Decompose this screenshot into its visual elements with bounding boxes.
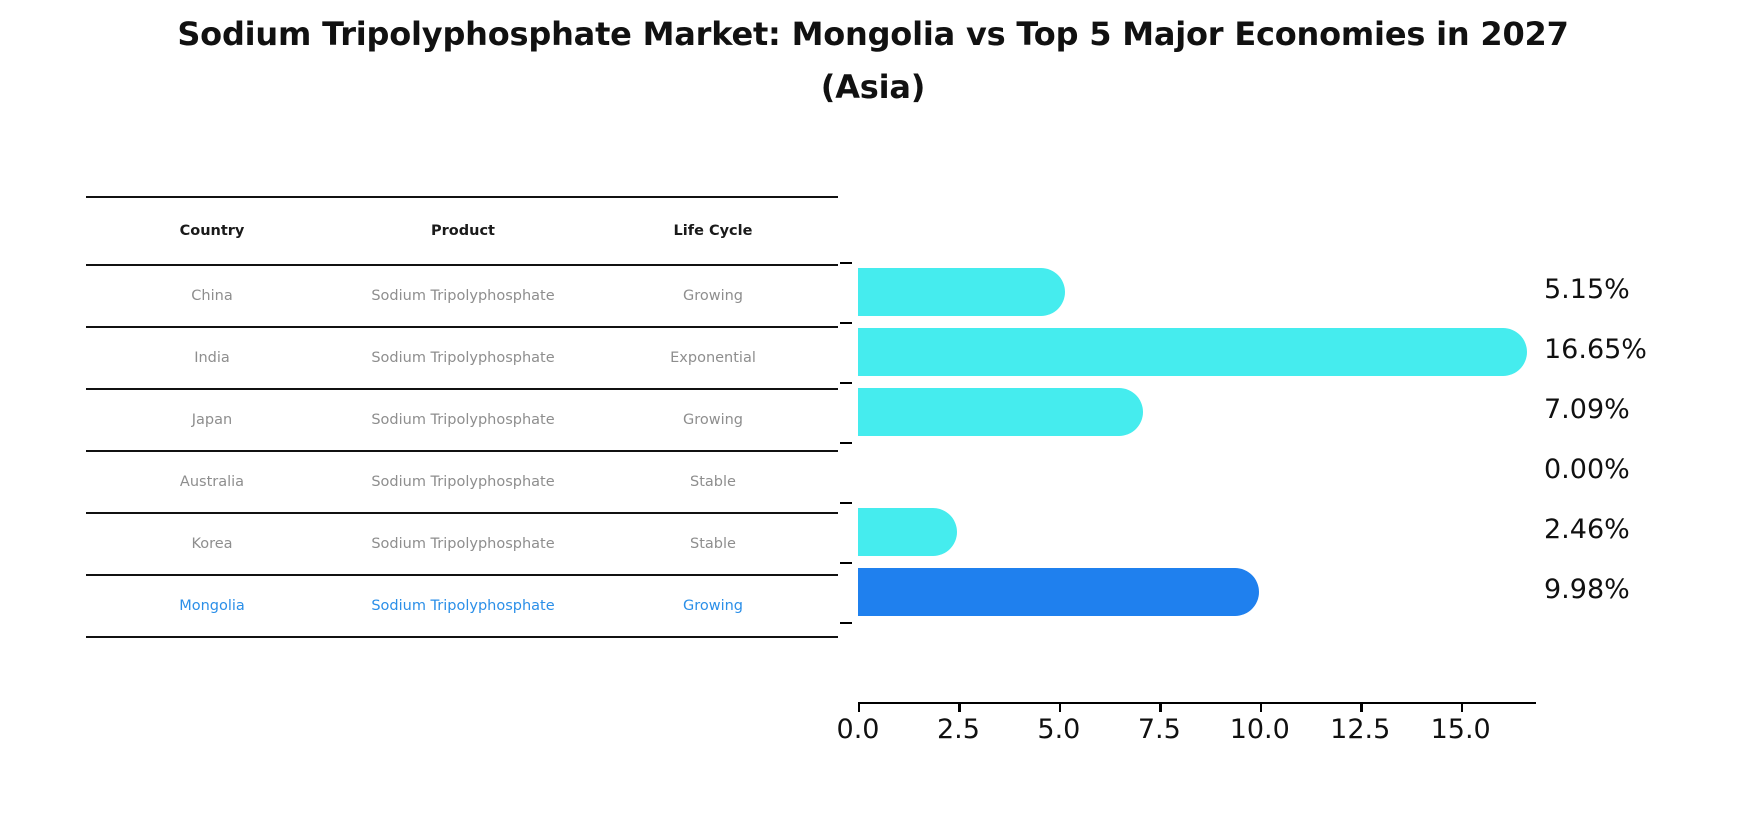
x-axis-tick-label: 10.0	[1229, 714, 1290, 745]
x-axis-tick-label: 0.0	[836, 714, 880, 745]
x-axis-tick	[1460, 702, 1464, 712]
bar-value-label: 2.46%	[1544, 514, 1630, 545]
y-axis-tick	[840, 622, 852, 625]
page-title-line-2: (Asia)	[820, 67, 926, 106]
y-axis-tick	[840, 442, 852, 445]
page-title-line-1: Sodium Tripolyphosphate Market: Mongolia…	[177, 15, 1569, 53]
y-axis-tick	[840, 262, 852, 265]
x-axis-tick	[1159, 702, 1162, 712]
bar-row: 2.46%	[858, 502, 1630, 562]
y-axis-tick	[840, 502, 852, 505]
country-comparison-table: Country Product Life Cycle China Sodium T…	[86, 196, 838, 638]
table-cell-product: Sodium Tripolyphosphate	[338, 575, 588, 638]
x-axis-tick-label: 5.0	[1037, 714, 1081, 745]
column-header-life-cycle: Life Cycle	[588, 196, 838, 266]
table-row: Japan Sodium Tripolyphosphate Growing	[86, 389, 838, 452]
table-cell-life-cycle: Stable	[588, 513, 838, 576]
x-axis-tick	[1058, 702, 1062, 712]
bar-korea	[858, 508, 957, 556]
table-cell-product: Sodium Tripolyphosphate	[338, 327, 588, 390]
bar-mongolia	[858, 568, 1259, 616]
table-row: Korea Sodium Tripolyphosphate Stable	[86, 513, 838, 576]
x-axis-tick-label: 12.5	[1330, 714, 1391, 745]
table-cell-country: India	[86, 327, 338, 390]
y-axis-tick	[840, 562, 852, 565]
table-cell-country: Japan	[86, 389, 338, 452]
bar-japan	[858, 388, 1143, 436]
bar-row: 0.00%	[858, 442, 1630, 502]
data-table: Country Product Life Cycle China Sodium T…	[86, 196, 838, 638]
x-axis-tick-label: 2.5	[936, 714, 980, 745]
table-row: Australia Sodium Tripolyphosphate Stable	[86, 451, 838, 514]
table-cell-product: Sodium Tripolyphosphate	[338, 265, 588, 328]
bar-value-label: 9.98%	[1544, 574, 1630, 605]
y-axis-tick	[840, 322, 852, 325]
bar-value-label: 16.65%	[1544, 334, 1647, 365]
table-cell-country: China	[86, 265, 338, 328]
x-axis-tick	[1259, 702, 1263, 712]
x-axis-tick-label: 15.0	[1430, 714, 1491, 745]
table-cell-country: Australia	[86, 451, 338, 514]
table-row: India Sodium Tripolyphosphate Exponential	[86, 327, 838, 390]
x-axis-tick	[858, 702, 861, 712]
bar-china	[858, 268, 1065, 316]
bar-row: 16.65%	[858, 322, 1647, 382]
x-axis-tick	[958, 702, 961, 712]
x-axis-line	[858, 702, 1536, 705]
table-cell-life-cycle: Growing	[588, 265, 838, 328]
table-header-row: Country Product Life Cycle	[86, 196, 838, 266]
bar-value-label: 7.09%	[1544, 394, 1630, 425]
column-header-product: Product	[338, 196, 588, 266]
table-cell-life-cycle: Exponential	[588, 327, 838, 390]
table-cell-product: Sodium Tripolyphosphate	[338, 513, 588, 576]
table-header: Country Product Life Cycle	[86, 196, 838, 266]
bar-row: 5.15%	[858, 262, 1630, 322]
table-cell-country: Korea	[86, 513, 338, 576]
table-row: China Sodium Tripolyphosphate Growing	[86, 265, 838, 328]
table-cell-product: Sodium Tripolyphosphate	[338, 451, 588, 514]
table-row: Mongolia Sodium Tripolyphosphate Growing	[86, 575, 838, 638]
table-cell-product: Sodium Tripolyphosphate	[338, 389, 588, 452]
bar-row: 9.98%	[858, 562, 1630, 622]
table-cell-life-cycle: Growing	[588, 575, 838, 638]
x-axis-tick-label: 7.5	[1137, 714, 1181, 745]
bar-value-label: 0.00%	[1544, 454, 1630, 485]
bar-row: 7.09%	[858, 382, 1630, 442]
page-title: Sodium Tripolyphosphate Market: Mongolia…	[0, 8, 1746, 114]
table-body: China Sodium Tripolyphosphate Growing India…	[86, 265, 838, 638]
plot-area: 5.15% 16.65% 7.09% 0.00% 2.46% 9.98%	[858, 262, 1647, 702]
table-cell-life-cycle: Stable	[588, 451, 838, 514]
table-cell-life-cycle: Growing	[588, 389, 838, 452]
bar-india	[858, 328, 1527, 376]
y-axis-tick	[840, 382, 852, 385]
column-header-country: Country	[86, 196, 338, 266]
x-axis-tick	[1360, 702, 1363, 712]
table-cell-country: Mongolia	[86, 575, 338, 638]
bar-value-label: 5.15%	[1544, 274, 1630, 305]
